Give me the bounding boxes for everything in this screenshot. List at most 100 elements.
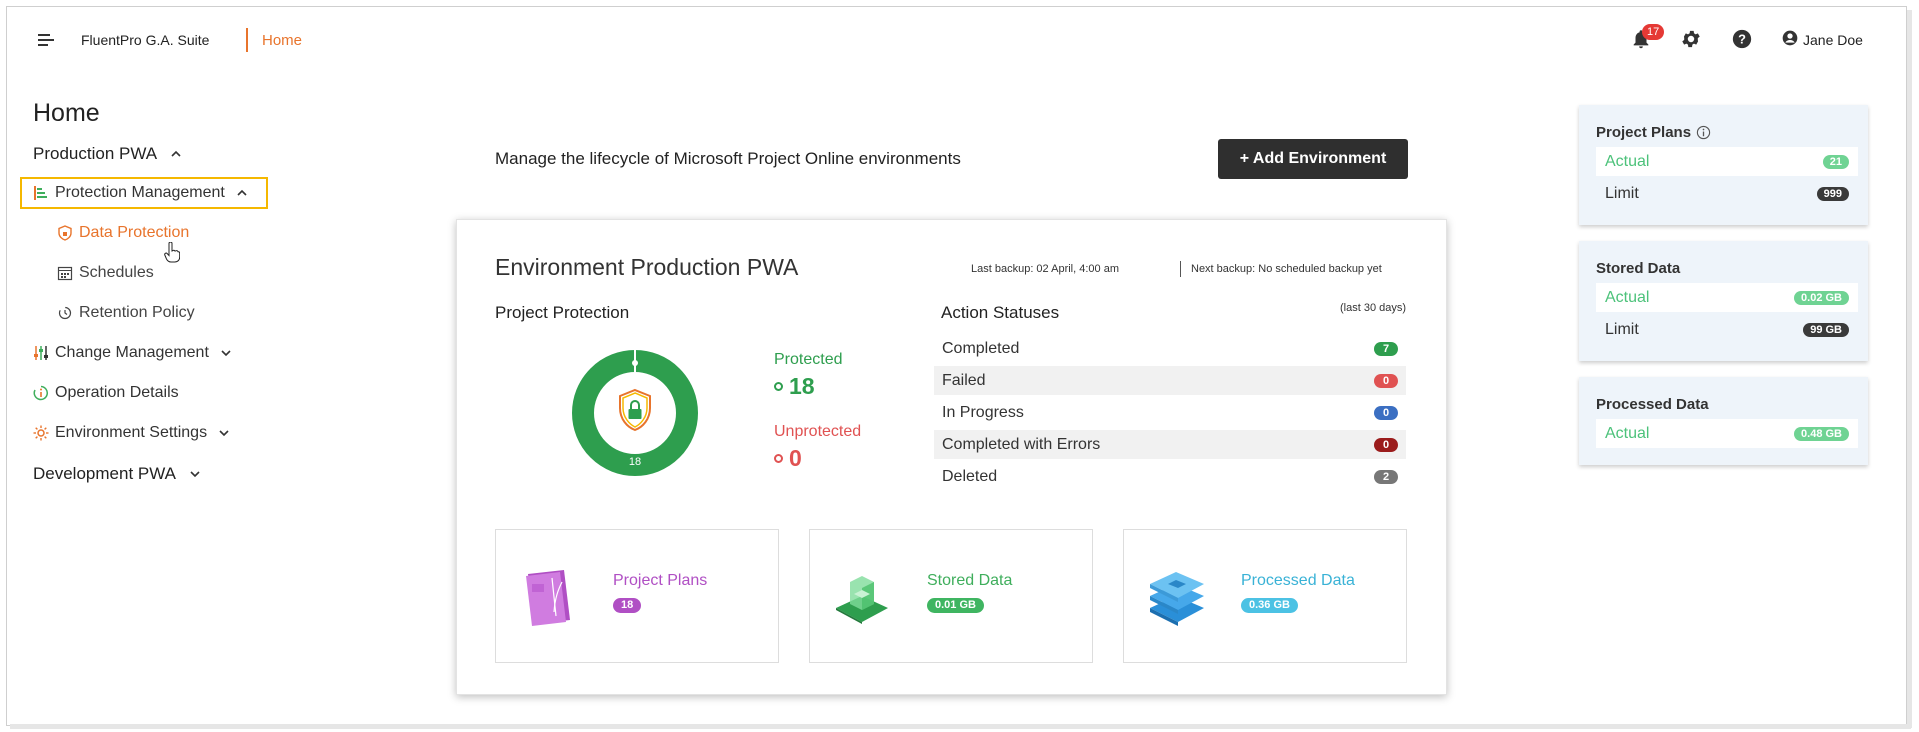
hand-cursor-icon xyxy=(164,241,181,269)
info-icon[interactable] xyxy=(1696,125,1711,140)
tile-label: Stored Data xyxy=(927,572,1013,589)
usage-row-label: Actual xyxy=(1605,152,1650,170)
user-menu[interactable]: Jane Doe xyxy=(1782,30,1863,49)
usage-row-limit: Limit 99 GB xyxy=(1596,315,1858,344)
settings-sun-icon xyxy=(33,425,49,441)
sidebar-item-label: Production PWA xyxy=(33,144,158,163)
frame-shadow xyxy=(10,724,1911,729)
usage-row-value: 0.48 GB xyxy=(1794,426,1849,441)
user-name: Jane Doe xyxy=(1803,31,1863,48)
usage-panel-processed-data: Processed Data Actual 0.48 GB xyxy=(1579,377,1868,465)
highlight-frame xyxy=(20,177,268,209)
sliders-icon xyxy=(34,346,48,360)
sidebar-item-environment-settings[interactable]: Environment Settings xyxy=(33,424,229,442)
tile-project-plans[interactable]: Project Plans 18 xyxy=(495,529,779,663)
sidebar-item-label: Protection Management xyxy=(55,184,225,201)
tile-label: Project Plans xyxy=(613,572,708,589)
notification-count-badge: 17 xyxy=(1642,24,1665,40)
tile-label: Processed Data xyxy=(1241,572,1355,589)
usage-row-value: 99 GB xyxy=(1803,322,1849,337)
usage-panel-stored-data: Stored Data Actual 0.02 GB Limit 99 GB xyxy=(1579,241,1868,361)
help-icon[interactable]: ? xyxy=(1731,28,1753,50)
status-label: Failed xyxy=(942,371,986,389)
status-row: Completed 7 xyxy=(934,334,1406,363)
sidebar-item-operation-details[interactable]: Operation Details xyxy=(33,384,179,402)
page-description: Manage the lifecycle of Microsoft Projec… xyxy=(495,149,961,168)
project-protection-title: Project Protection xyxy=(495,303,630,322)
action-statuses-title: Action Statuses xyxy=(941,303,1060,322)
sidebar-item-change-management[interactable]: Change Management xyxy=(33,344,231,362)
svg-text:?: ? xyxy=(1738,32,1746,47)
project-plans-icon xyxy=(526,570,570,626)
usage-row-label: Limit xyxy=(1605,320,1639,338)
donut-center-value: 18 xyxy=(629,456,641,468)
unprotected-count: 0 xyxy=(789,445,802,471)
unprotected-label: Unprotected xyxy=(774,423,862,440)
menu-toggle-button[interactable] xyxy=(38,32,56,48)
status-count-badge: 0 xyxy=(1374,405,1398,420)
chevron-down-icon xyxy=(221,350,231,357)
sidebar-item-label: Environment Settings xyxy=(55,424,208,441)
status-count-badge: 7 xyxy=(1374,341,1398,356)
add-environment-button[interactable]: + Add Environment xyxy=(1218,139,1408,179)
protected-count: 18 xyxy=(789,373,815,399)
sidebar-item-label: Change Management xyxy=(55,344,209,361)
sidebar-item-production-pwa[interactable]: Production PWA xyxy=(33,144,181,164)
usage-panel-title: Project Plans xyxy=(1596,124,1711,141)
status-row: Deleted 2 xyxy=(934,462,1406,491)
tile-value-badge: 0.01 GB xyxy=(927,598,984,613)
sidebar-item-label: Retention Policy xyxy=(79,304,195,321)
sidebar-item-retention-policy[interactable]: Retention Policy xyxy=(57,304,195,322)
unprotected-dot-icon xyxy=(774,454,783,463)
environment-title: Environment Production PWA xyxy=(495,254,799,280)
stored-data-icon xyxy=(836,576,888,624)
chevron-up-icon xyxy=(237,189,247,196)
protected-value: 18 xyxy=(774,373,815,400)
usage-panel-project-plans: Project Plans Actual 21 Limit 999 xyxy=(1579,105,1868,225)
last-backup-text: Last backup: 02 April, 4:00 am xyxy=(971,263,1119,275)
sidebar-item-data-protection[interactable]: Data Protection xyxy=(57,224,189,242)
tile-processed-data[interactable]: Processed Data 0.36 GB xyxy=(1123,529,1407,663)
frame-shadow-right xyxy=(1907,10,1912,728)
usage-panel-title-text: Project Plans xyxy=(1596,124,1692,141)
sidebar-item-label: Data Protection xyxy=(79,224,190,241)
calendar-icon xyxy=(57,266,73,281)
chevron-down-icon xyxy=(190,471,200,478)
title-divider xyxy=(246,28,248,52)
status-label: Deleted xyxy=(942,467,998,485)
sidebar-item-schedules[interactable]: Schedules xyxy=(57,264,154,282)
backup-divider xyxy=(1180,261,1181,277)
shield-icon xyxy=(58,225,72,241)
sidebar-item-development-pwa[interactable]: Development PWA xyxy=(33,464,200,484)
action-statuses-period: (last 30 days) xyxy=(1340,302,1407,314)
status-label: In Progress xyxy=(942,403,1024,421)
unprotected-value: 0 xyxy=(774,445,802,472)
usage-row-label: Actual xyxy=(1605,424,1650,442)
page-title: Home xyxy=(33,99,100,127)
usage-row-value: 0.02 GB xyxy=(1794,290,1849,305)
usage-row-value: 21 xyxy=(1822,154,1849,169)
usage-row-actual: Actual 0.48 GB xyxy=(1596,419,1858,448)
protection-donut-chart: 18 xyxy=(572,350,698,476)
tile-stored-data[interactable]: Stored Data 0.01 GB xyxy=(809,529,1093,663)
usage-row-actual: Actual 0.02 GB xyxy=(1596,283,1858,312)
usage-row-label: Limit xyxy=(1605,184,1639,202)
status-label: Completed xyxy=(942,339,1020,357)
tile-value-badge: 0.36 GB xyxy=(1241,598,1298,613)
usage-panel-title: Stored Data xyxy=(1596,260,1681,277)
status-count-badge: 0 xyxy=(1374,437,1398,452)
user-avatar-icon xyxy=(1782,30,1798,49)
next-backup-text: Next backup: No scheduled backup yet xyxy=(1191,263,1382,275)
gear-icon[interactable] xyxy=(1680,28,1702,50)
usage-panel-title: Processed Data xyxy=(1596,396,1709,413)
status-row: Failed 0 xyxy=(934,366,1406,395)
protected-dot-icon xyxy=(774,382,783,391)
retention-icon xyxy=(58,306,72,320)
breadcrumb-home[interactable]: Home xyxy=(262,32,303,49)
usage-row-actual: Actual 21 xyxy=(1596,147,1858,176)
usage-row-value: 999 xyxy=(1816,186,1849,201)
chevron-up-icon xyxy=(171,150,181,157)
chevron-down-icon xyxy=(219,430,229,437)
status-count-badge: 0 xyxy=(1374,373,1398,388)
sidebar-item-protection-management[interactable]: Protection Management xyxy=(33,184,247,202)
